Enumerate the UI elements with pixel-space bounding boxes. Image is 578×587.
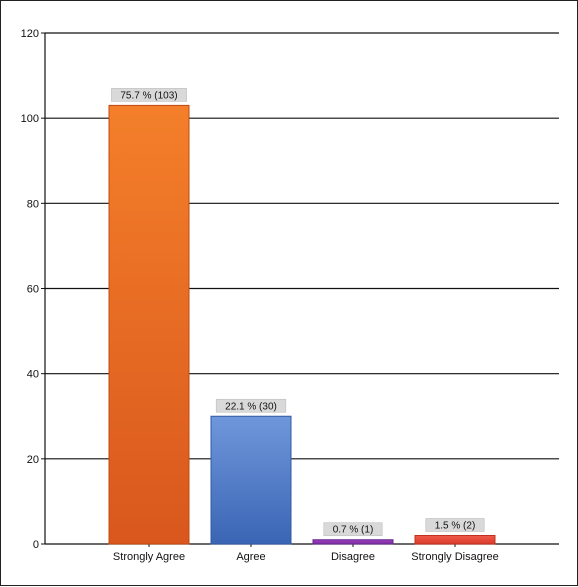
bar-strongly-agree: [108, 104, 190, 545]
x-category-labels: Strongly Agree Agree Disagree Strongly Disa…: [113, 551, 499, 563]
y-tick-label: 100: [21, 113, 39, 125]
data-label: 0.7 % (1): [333, 525, 374, 536]
data-labels: 75.7 % (103) 22.1 % (30) 0.7 % (1) 1.5 % (2…: [111, 88, 485, 537]
y-tick-label: 60: [27, 284, 39, 296]
y-tick-label: 0: [33, 539, 39, 551]
data-label: 22.1 % (30): [225, 401, 277, 412]
y-tick-labels: 0 20 40 60 80 100 120: [21, 28, 39, 551]
data-label-box: [425, 518, 485, 532]
x-category-label: Disagree: [331, 551, 375, 563]
bar-disagree: [312, 539, 394, 545]
data-label: 75.7 % (103): [120, 90, 177, 101]
x-category-label: Agree: [236, 551, 265, 563]
data-label: 1.5 % (2): [435, 520, 476, 531]
y-tick-label: 40: [27, 369, 39, 381]
y-tick-label: 20: [27, 454, 39, 466]
y-tick-label: 120: [21, 28, 39, 40]
data-label-box: [215, 398, 287, 413]
bar-agree: [210, 415, 292, 545]
x-category-label: Strongly Agree: [113, 551, 185, 563]
data-label-box: [111, 88, 187, 102]
data-label-box: [323, 522, 383, 537]
x-category-label: Strongly Disagree: [411, 551, 498, 563]
bars: [108, 104, 496, 545]
y-tick-label: 80: [27, 198, 39, 210]
bar-strongly-disagree: [414, 534, 496, 545]
